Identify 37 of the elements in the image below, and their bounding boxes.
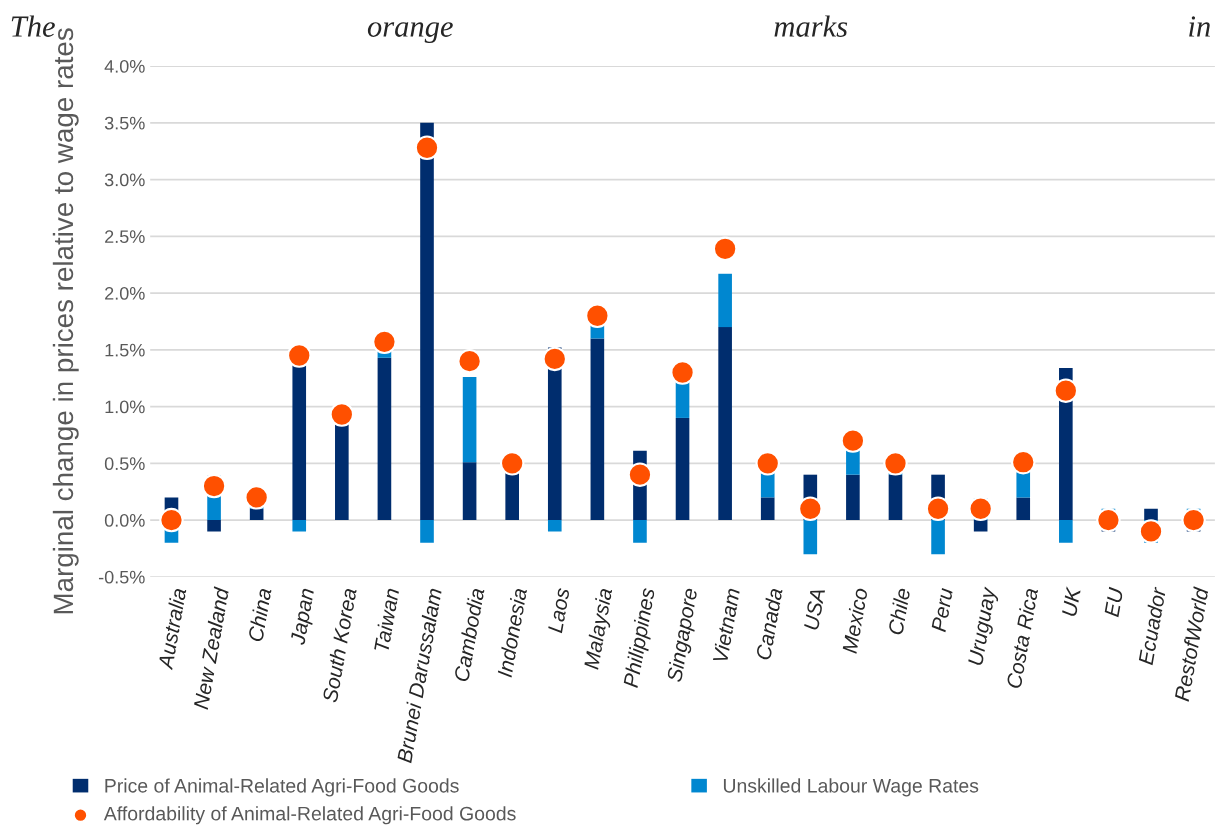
x-tick-label: Philippines bbox=[622, 587, 659, 689]
x-tick-label: EU bbox=[1104, 586, 1124, 618]
x-tick-label: Costa Rica bbox=[1005, 587, 1039, 689]
y-tick-label: 0.0% bbox=[104, 514, 145, 527]
x-tick-label: UK bbox=[1061, 586, 1082, 617]
y-tick-label: 4.0% bbox=[104, 59, 145, 73]
x-tick-label: RestofWorld bbox=[1173, 586, 1209, 702]
legend-label: Affordability of Animal-Related Agri-Food Goods bbox=[103, 806, 516, 825]
x-tick-label: Uruguay bbox=[968, 585, 1000, 667]
y-tick-label: 1.5% bbox=[105, 343, 145, 357]
x-tick-label: Vietnam bbox=[712, 587, 741, 663]
y-tick-label: 3.0% bbox=[104, 173, 145, 187]
y-tick-label: 3.5% bbox=[104, 116, 145, 130]
x-tick-label: Cambodia bbox=[453, 587, 485, 682]
y-tick-label: 2.5% bbox=[105, 230, 145, 244]
x-tick-label: Indonesia bbox=[496, 587, 528, 678]
x-tick-label: Peru bbox=[931, 587, 954, 633]
x-tick-label: USA bbox=[803, 588, 826, 631]
x-tick-label: Laos bbox=[547, 587, 570, 634]
y-tick-label: 1.0% bbox=[105, 400, 145, 414]
x-tick-label: Singapore bbox=[666, 587, 702, 684]
x-tick-label: New Zealand bbox=[192, 586, 230, 710]
y-tick-label: -0.5% bbox=[98, 570, 145, 584]
x-tick-label: Chile bbox=[887, 587, 911, 636]
x-tick-label: Malaysia bbox=[583, 587, 617, 671]
legend-label: Unskilled Labour Wage Rates bbox=[723, 778, 979, 797]
x-tick-label: Ecuador bbox=[1137, 586, 1167, 666]
x-tick-label: South Korea bbox=[321, 587, 357, 703]
x-tick-label: Australia bbox=[157, 587, 187, 671]
y-tick-label: 0.5% bbox=[104, 457, 145, 471]
x-tick-label: Mexico bbox=[841, 587, 868, 654]
x-tick-label: Canada bbox=[755, 587, 783, 661]
x-tick-label: China bbox=[247, 587, 272, 642]
y-tick-label: 2.0% bbox=[105, 287, 145, 300]
x-tick-label: Taiwan bbox=[373, 587, 400, 652]
x-tick-label: Japan bbox=[290, 587, 319, 647]
legend-label: Price of Animal-Related Agri-Food Goods bbox=[105, 778, 459, 797]
